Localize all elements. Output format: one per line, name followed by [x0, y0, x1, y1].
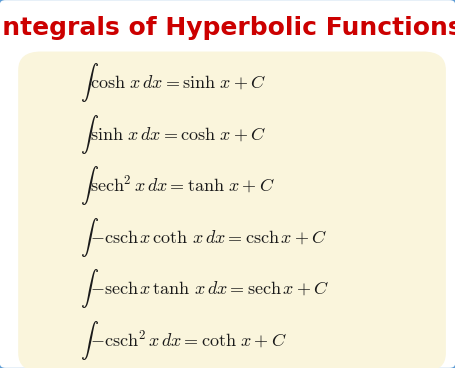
Text: $\int {-}\mathrm{csch}\, x\, \coth\, x\,dx = \mathrm{csch}\, x + C$: $\int {-}\mathrm{csch}\, x\, \coth\, x\,… [80, 216, 327, 259]
Text: Integrals of Hyperbolic Functions: Integrals of Hyperbolic Functions [0, 15, 455, 40]
FancyBboxPatch shape [18, 52, 446, 368]
Text: $\int {-}\mathrm{csch}^{2}\, x\,dx = \coth\, x + C$: $\int {-}\mathrm{csch}^{2}\, x\,dx = \co… [80, 319, 287, 362]
Text: $\int \mathrm{sech}^{2}\, x\,dx = \tanh\, x + C$: $\int \mathrm{sech}^{2}\, x\,dx = \tanh\… [80, 164, 274, 207]
Text: $\int \cosh\, x\,dx = \sinh\, x + C$: $\int \cosh\, x\,dx = \sinh\, x + C$ [80, 61, 266, 104]
Text: $\int {-}\mathrm{sech}\, x\, \tanh\, x\,dx = \mathrm{sech}\, x + C$: $\int {-}\mathrm{sech}\, x\, \tanh\, x\,… [80, 268, 329, 310]
Text: $\int \sinh\, x\,dx = \cosh\, x + C$: $\int \sinh\, x\,dx = \cosh\, x + C$ [80, 113, 266, 156]
